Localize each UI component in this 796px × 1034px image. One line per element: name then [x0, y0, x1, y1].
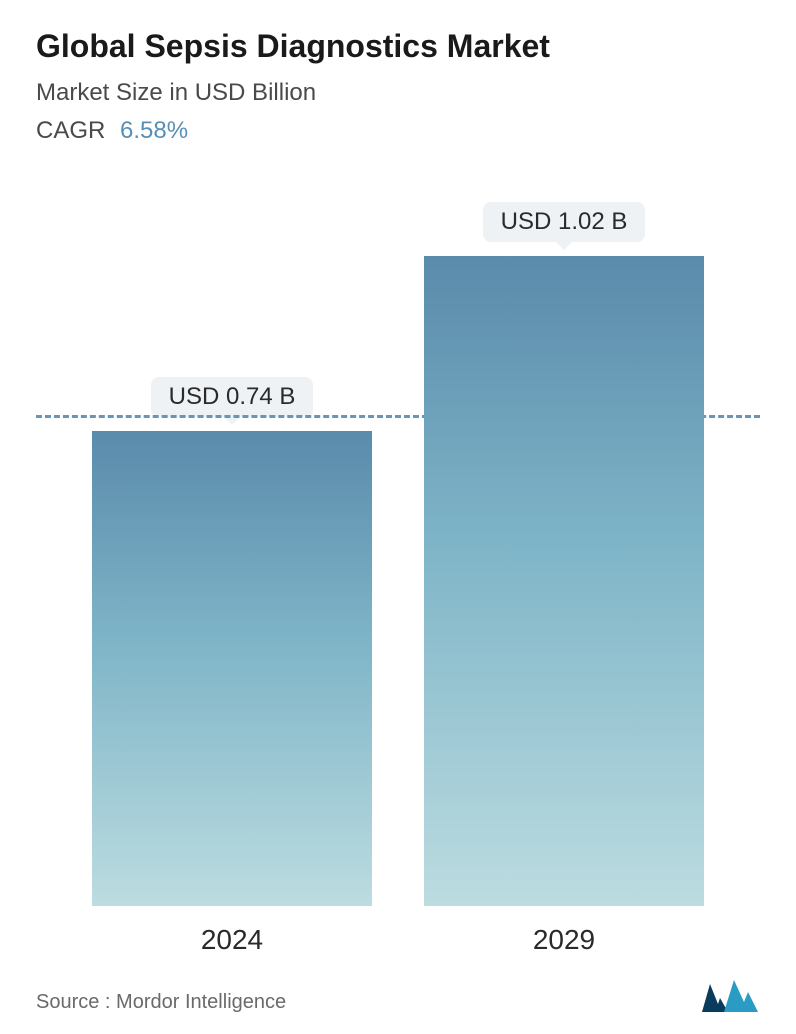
bars-container: USD 0.74 B USD 1.02 B — [36, 185, 760, 906]
x-label-0: 2024 — [92, 924, 372, 956]
cagr-label: CAGR — [36, 117, 105, 144]
value-label-1: USD 1.02 B — [483, 202, 646, 242]
x-axis-labels: 2024 2029 — [36, 924, 760, 956]
bar-group-1: USD 1.02 B — [424, 202, 704, 906]
footer: Source : Mordor Intelligence — [36, 966, 760, 1014]
source-text: Source : Mordor Intelligence — [36, 991, 286, 1014]
chart-subtitle: Market Size in USD Billion — [36, 79, 760, 107]
chart-area: USD 0.74 B USD 1.02 B 2024 2029 — [36, 185, 760, 966]
value-label-0: USD 0.74 B — [151, 377, 314, 417]
cagr-value: 6.58% — [120, 117, 188, 144]
mordor-logo-icon — [700, 976, 760, 1014]
cagr-row: CAGR 6.58% — [36, 117, 760, 145]
chart-title: Global Sepsis Diagnostics Market — [36, 28, 760, 65]
bar-group-0: USD 0.74 B — [92, 377, 372, 906]
bar-1 — [424, 256, 704, 906]
bar-0 — [92, 431, 372, 906]
x-label-1: 2029 — [424, 924, 704, 956]
